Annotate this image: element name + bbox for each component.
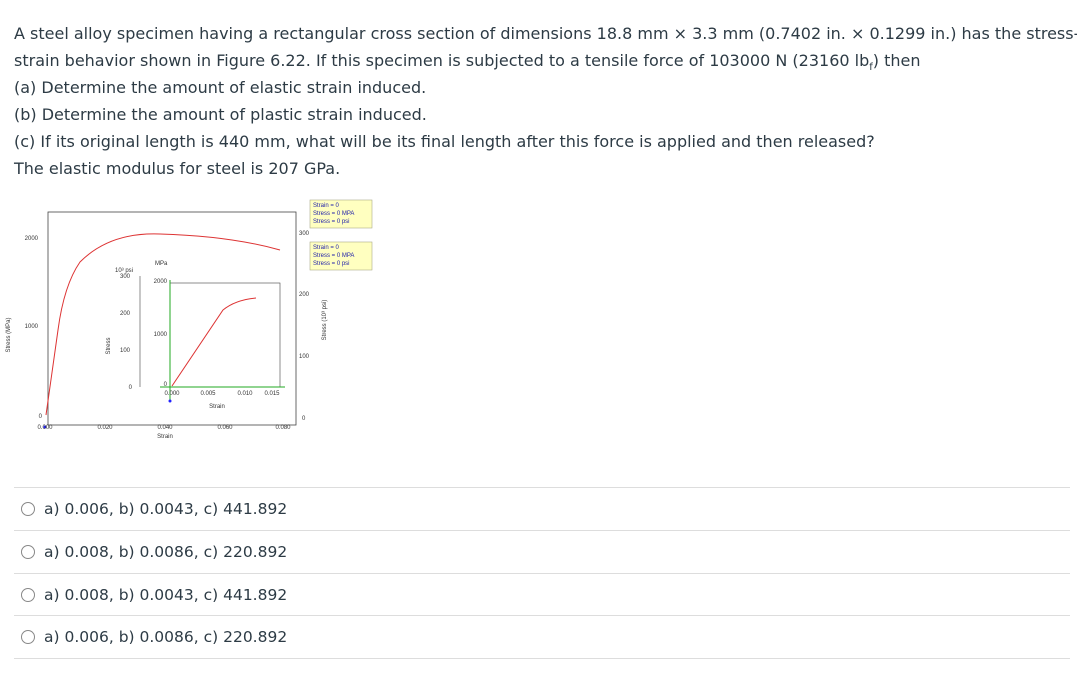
tick-label: 0 bbox=[302, 416, 306, 422]
figure-content: 2000 1000 0 Stress (MPa) 0.000 0.020 0.0… bbox=[6, 199, 373, 440]
readout: Stress = 0 psi bbox=[313, 261, 350, 267]
tick-label: 200 bbox=[299, 292, 310, 298]
readout: Stress = 0 MPA bbox=[313, 211, 354, 217]
inset-frame bbox=[169, 282, 281, 388]
part-label: (a) bbox=[14, 78, 37, 97]
option-text: a) 0.008, b) 0.0043, c) 441.892 bbox=[44, 586, 288, 604]
figure: 2000 1000 0 Stress (MPa) 0.000 0.020 0.0… bbox=[6, 199, 373, 440]
part-text: Determine the amount of plastic strain i… bbox=[41, 105, 427, 124]
question-line: A steel alloy specimen having a rectangu… bbox=[14, 24, 1077, 43]
plot-frame bbox=[47, 211, 297, 426]
readout-box bbox=[309, 241, 373, 271]
radio[interactable] bbox=[21, 630, 35, 644]
tick-label: 0.015 bbox=[264, 391, 280, 397]
tick-label: 0 bbox=[164, 382, 168, 388]
marker bbox=[43, 425, 47, 429]
axis-label: Strain bbox=[157, 434, 173, 440]
part-text: Determine the amount of elastic strain i… bbox=[41, 78, 427, 97]
tick-label: 0.080 bbox=[275, 425, 291, 431]
part: (a) Determine the amount of elastic stra… bbox=[14, 78, 426, 97]
text: strain behavior shown in Figure 6.22. If… bbox=[14, 51, 870, 70]
tick-label: 200 bbox=[120, 311, 131, 317]
tick-label: 0.040 bbox=[157, 425, 173, 431]
tick-label: 2000 bbox=[154, 279, 168, 285]
question-line: strain behavior shown in Figure 6.22. If… bbox=[14, 51, 921, 73]
unit-label: MPa bbox=[155, 261, 168, 267]
tick-label: 1000 bbox=[25, 324, 39, 330]
tick-label: 2000 bbox=[25, 236, 39, 242]
axis-label: Stress (MPa) bbox=[6, 317, 12, 352]
axis-label: Strain bbox=[209, 404, 225, 410]
radio[interactable] bbox=[21, 545, 35, 559]
option-text: a) 0.006, b) 0.0043, c) 441.892 bbox=[44, 500, 288, 518]
part-text: If its original length is 440 mm, what w… bbox=[40, 132, 875, 151]
part: (c) If its original length is 440 mm, wh… bbox=[14, 132, 875, 151]
tick-label: 0.020 bbox=[97, 425, 113, 431]
readout: Strain = 0 bbox=[313, 203, 340, 209]
note: The elastic modulus for steel is 207 GPa… bbox=[14, 159, 341, 178]
tick-label: 0.010 bbox=[237, 391, 253, 397]
text: ) then bbox=[872, 51, 921, 70]
answer-option[interactable]: a) 0.008, b) 0.0043, c) 441.892 bbox=[14, 573, 1070, 616]
answer-option[interactable]: a) 0.006, b) 0.0043, c) 441.892 bbox=[14, 487, 1070, 530]
axis-label: Stress bbox=[106, 337, 112, 354]
readout: Stress = 0 MPA bbox=[313, 253, 354, 259]
tick-label: 300 bbox=[120, 274, 131, 280]
part-label: (c) bbox=[14, 132, 36, 151]
tick-label: 1000 bbox=[154, 332, 168, 338]
readout: Stress = 0 psi bbox=[313, 219, 350, 225]
unit-label: 10³ psi bbox=[115, 268, 133, 274]
tick-label: 0.000 bbox=[37, 425, 53, 431]
marker bbox=[168, 399, 172, 403]
tick-label: 100 bbox=[299, 354, 310, 360]
part: (b) Determine the amount of plastic stra… bbox=[14, 105, 427, 124]
radio[interactable] bbox=[21, 502, 35, 516]
subscript: f bbox=[869, 62, 873, 74]
tick-label: 0 bbox=[129, 385, 133, 391]
radio[interactable] bbox=[21, 588, 35, 602]
stress-strain-curve bbox=[45, 233, 281, 416]
inset-curve bbox=[171, 297, 257, 387]
tick-label: 0.005 bbox=[200, 391, 216, 397]
tick-label: 0.000 bbox=[164, 391, 180, 397]
tick-label: 300 bbox=[299, 231, 310, 237]
readout: Strain = 0 bbox=[313, 245, 340, 251]
option-text: a) 0.006, b) 0.0086, c) 220.892 bbox=[44, 628, 288, 646]
part-label: (b) bbox=[14, 105, 37, 124]
tick-label: 0 bbox=[39, 414, 43, 420]
tick-label: 100 bbox=[120, 348, 131, 354]
option-text: a) 0.008, b) 0.0086, c) 220.892 bbox=[44, 543, 288, 561]
readout-box bbox=[309, 199, 373, 229]
tick-label: 0.060 bbox=[217, 425, 233, 431]
axis-label: Stress (10³ psi) bbox=[322, 300, 328, 341]
answer-option[interactable]: a) 0.008, b) 0.0086, c) 220.892 bbox=[14, 530, 1070, 573]
answer-option[interactable]: a) 0.006, b) 0.0086, c) 220.892 bbox=[14, 615, 1070, 659]
